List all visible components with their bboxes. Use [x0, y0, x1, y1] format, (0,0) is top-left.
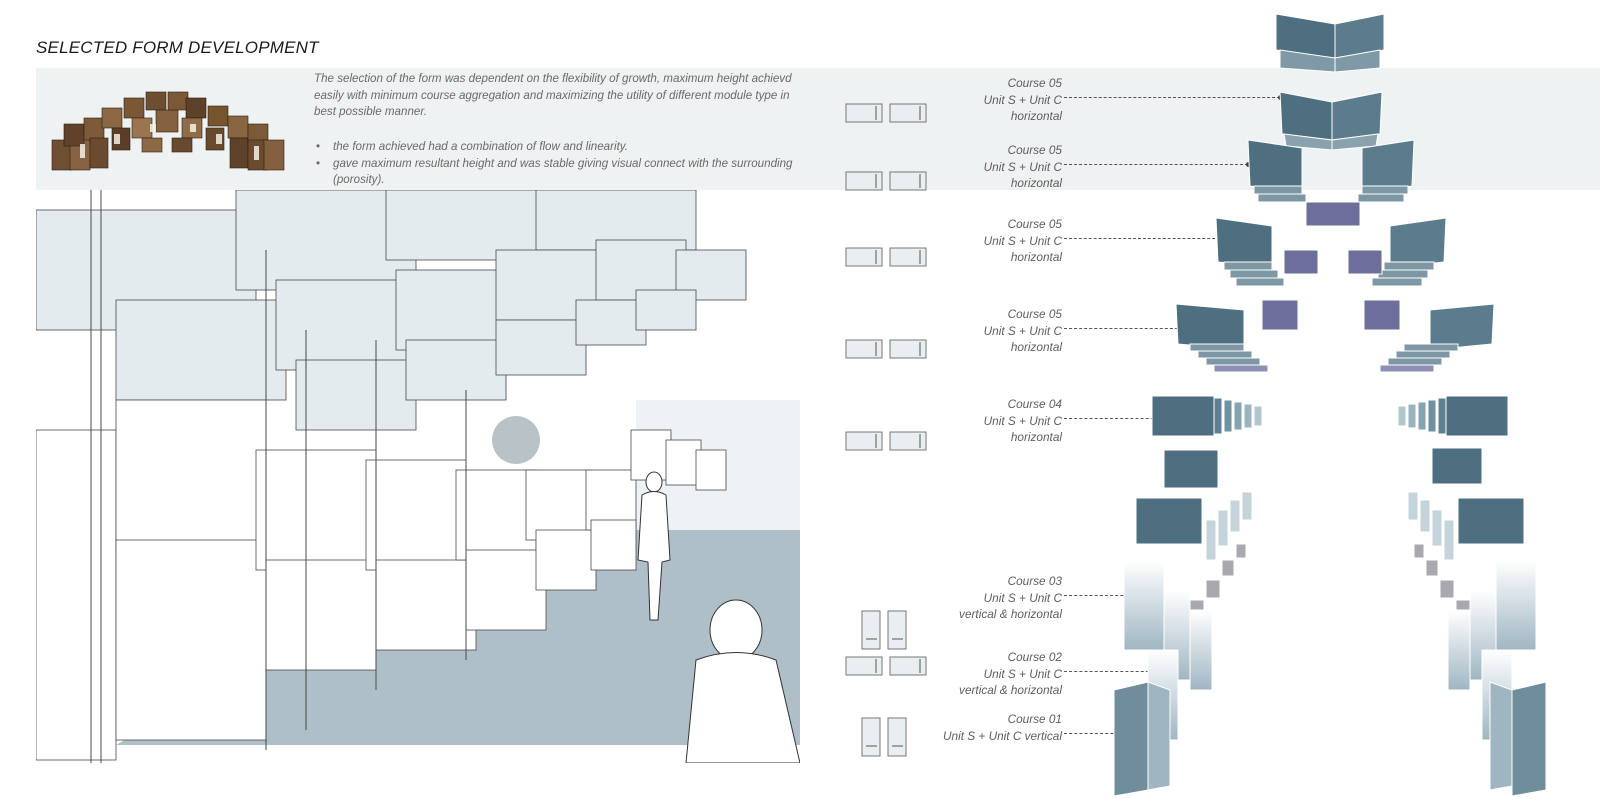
findings-list: the form achieved had a combination of f… [314, 139, 794, 189]
perspective-render-image [36, 190, 800, 763]
page-title: SELECTED FORM DEVELOPMENT [36, 38, 319, 57]
finding-item: gave maximum resultant height and was st… [314, 156, 794, 189]
intro-paragraph: The selection of the form was dependent … [314, 72, 792, 118]
course-label: Course 01 Unit S + Unit C vertical [943, 712, 1062, 743]
leader-line [1064, 162, 1251, 167]
wooden-blocks-model-image [51, 91, 285, 171]
finding-item: the form achieved had a combination of f… [314, 139, 794, 156]
exploded-axonometric-diagram [1113, 13, 1547, 797]
